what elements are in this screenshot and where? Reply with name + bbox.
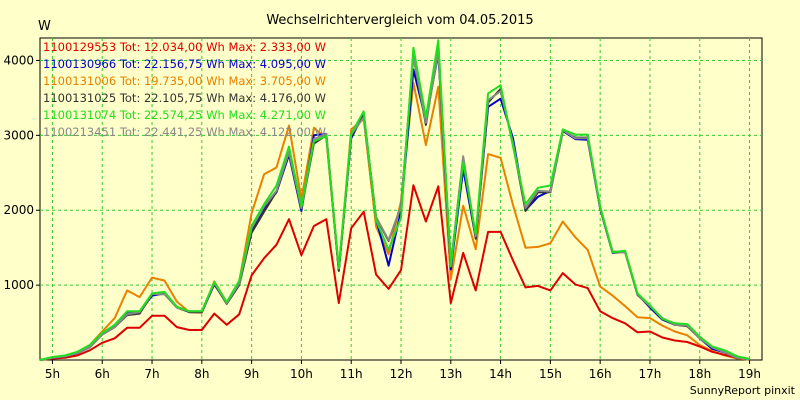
x-tick-label: 6h	[95, 367, 110, 381]
series-line-1100131074	[39, 39, 750, 361]
series-lines	[39, 39, 750, 361]
x-tick-label: 11h	[340, 367, 363, 381]
x-tick-label: 8h	[194, 367, 209, 381]
legend-entry-1100213451: 1100213451 Tot: 22.441,25 Wh Max: 4.122,…	[43, 125, 326, 139]
legend-entry-1100129553: 1100129553 Tot: 12.034,00 Wh Max: 2.333,…	[43, 40, 326, 54]
y-tick-label: 2000	[3, 203, 34, 217]
axis-ticks: 5h 6h 7h 8h 9h 10h 11h 12h 13h 14h 15h 16h 17h 18h 19h…	[3, 53, 761, 381]
x-tick-label: 5h	[45, 367, 60, 381]
series-line-1100131006	[39, 81, 750, 361]
y-axis-label: W	[38, 19, 51, 34]
legend-entry-1100131006: 1100131006 Tot: 19.735,00 Wh Max: 3.705,…	[43, 74, 326, 88]
x-tick-label: 17h	[639, 367, 662, 381]
x-tick-label: 14h	[489, 367, 512, 381]
x-tick-label: 12h	[390, 367, 413, 381]
x-tick-label: 19h	[738, 367, 761, 381]
x-tick-label: 10h	[290, 367, 313, 381]
legend-entry-1100131074: 1100131074 Tot: 22.574,25 Wh Max: 4.271,…	[43, 108, 326, 122]
x-tick-label: 18h	[688, 367, 711, 381]
footer-credit: SunnyReport pinxit	[690, 384, 796, 397]
legend-entry-1100130966: 1100130966 Tot: 22.156,75 Wh Max: 4.095,…	[43, 57, 326, 71]
legend: 1100129553 Tot: 12.034,00 Wh Max: 2.333,…	[43, 40, 326, 139]
y-tick-label: 1000	[3, 278, 34, 292]
x-tick-label: 9h	[244, 367, 259, 381]
x-tick-label: 13h	[439, 367, 462, 381]
chart-title: Wechselrichtervergleich vom 04.05.2015	[266, 13, 533, 28]
x-tick-label: 15h	[539, 367, 562, 381]
x-tick-label: 7h	[144, 367, 159, 381]
x-tick-label: 16h	[589, 367, 612, 381]
series-line-1100129553	[39, 184, 750, 361]
y-tick-label: 4000	[3, 53, 34, 67]
y-tick-label: 3000	[3, 128, 34, 142]
legend-entry-1100131025: 1100131025 Tot: 22.105,75 Wh Max: 4.176,…	[43, 91, 326, 105]
